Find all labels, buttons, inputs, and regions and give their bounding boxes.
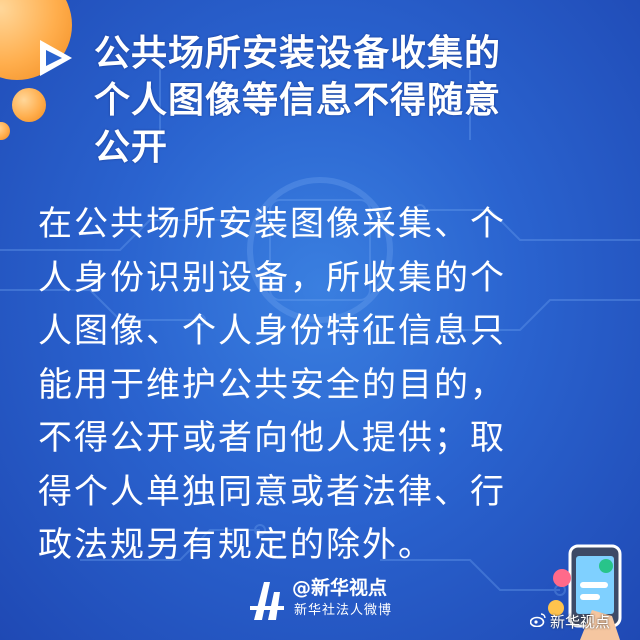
xinhua-logo-icon xyxy=(250,582,284,620)
phone-icon xyxy=(548,544,622,640)
orange-circle-small xyxy=(12,88,46,122)
play-triangle-icon xyxy=(40,40,72,76)
logo-subtitle: 新华社法人微博 xyxy=(294,603,393,618)
orange-circle-tiny xyxy=(0,122,10,140)
weibo-watermark: 新华视点 xyxy=(529,612,611,632)
xinhua-logo-block: @新华视点 新华社法人微博 xyxy=(248,572,408,628)
body-paragraph: 在公共场所安装图像采集、个 人身份识别设备，所收集的个 人图像、个人身份特征信息… xyxy=(38,204,506,565)
logo-handle: @新华视点 xyxy=(292,577,388,599)
headline: 公共场所安装设备收集的 个人图像等信息不得随意 公开 xyxy=(94,33,502,168)
weibo-icon xyxy=(529,612,546,632)
watermark-text: 新华视点 xyxy=(550,613,611,631)
